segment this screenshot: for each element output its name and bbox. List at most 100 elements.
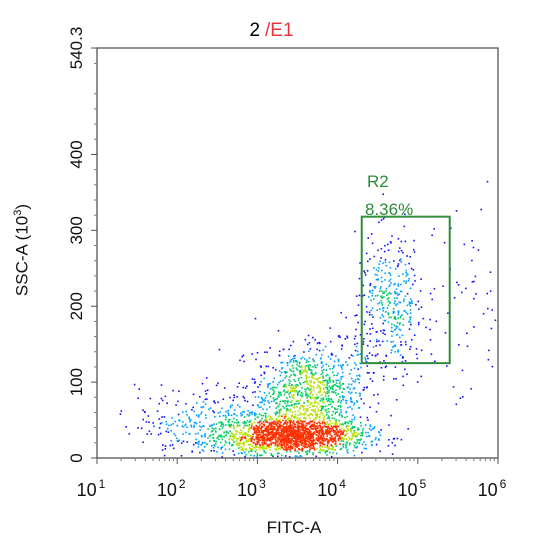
data-point [381, 297, 384, 299]
data-point [311, 441, 314, 443]
data-point [294, 410, 296, 413]
data-point [321, 405, 323, 408]
data-point [318, 391, 321, 394]
data-point [317, 437, 320, 439]
data-point [382, 193, 384, 195]
data-point [272, 367, 274, 369]
data-point [345, 445, 347, 447]
data-point [272, 386, 275, 389]
data-point [361, 433, 364, 435]
data-point [317, 434, 320, 437]
data-point [318, 349, 321, 352]
data-point [365, 252, 368, 255]
data-point [296, 444, 298, 447]
data-point [194, 421, 197, 424]
data-point [242, 425, 245, 428]
data-point [378, 431, 381, 434]
data-point [309, 414, 311, 416]
data-point [285, 375, 288, 377]
data-point [397, 317, 399, 319]
data-point [334, 443, 336, 445]
data-point [259, 401, 261, 404]
data-point [228, 438, 231, 440]
data-point [263, 441, 266, 444]
data-point [410, 338, 413, 341]
data-point [314, 411, 317, 413]
data-point [289, 410, 291, 413]
data-point [303, 416, 306, 419]
data-point [472, 246, 475, 249]
data-point [487, 307, 489, 310]
data-point [290, 414, 293, 417]
data-point [263, 445, 265, 448]
data-point [341, 375, 344, 378]
data-point [364, 357, 366, 359]
data-point [250, 454, 252, 457]
data-point [317, 436, 320, 438]
data-point [331, 427, 334, 429]
data-point [319, 358, 322, 360]
data-point [268, 392, 270, 394]
gate-r2-rectangle[interactable] [360, 215, 451, 365]
data-point [150, 433, 153, 435]
data-point [319, 438, 322, 440]
data-point [393, 297, 396, 299]
data-point [394, 282, 396, 285]
data-point [165, 423, 168, 425]
data-point [329, 400, 332, 403]
data-point [344, 422, 346, 425]
data-point [334, 420, 337, 422]
data-point [342, 396, 344, 399]
data-point [324, 432, 327, 435]
data-point [328, 432, 330, 435]
data-point [244, 424, 247, 427]
data-point [317, 408, 319, 411]
data-point [477, 249, 480, 251]
data-point [232, 399, 234, 402]
data-point [286, 400, 288, 402]
data-point [250, 438, 253, 441]
data-point [256, 437, 258, 439]
data-point [253, 378, 256, 381]
data-point [400, 344, 403, 346]
data-point [170, 440, 172, 442]
data-point [341, 383, 344, 385]
data-point [373, 427, 375, 430]
data-point [332, 446, 334, 449]
data-point [313, 397, 315, 399]
data-point [240, 448, 242, 451]
data-point [337, 372, 339, 375]
data-point [256, 456, 258, 458]
data-point [297, 392, 299, 395]
data-point [294, 354, 296, 357]
data-point [300, 376, 303, 379]
data-point [181, 425, 184, 427]
data-point [256, 454, 259, 457]
data-point [322, 383, 324, 385]
data-point [226, 431, 228, 434]
data-point [313, 387, 315, 389]
data-point [266, 444, 269, 446]
data-point [283, 384, 285, 386]
data-point [322, 406, 324, 409]
data-point [285, 410, 288, 412]
data-point [335, 432, 338, 434]
data-point [280, 454, 283, 457]
data-point [277, 415, 280, 418]
data-point [303, 437, 306, 440]
data-point [377, 249, 379, 252]
data-point [249, 435, 251, 437]
data-point [341, 416, 343, 418]
data-point [274, 436, 276, 439]
data-point [303, 433, 306, 435]
data-point [302, 413, 304, 415]
data-point [260, 431, 263, 434]
data-point [260, 414, 263, 417]
data-point [246, 424, 249, 427]
data-point [256, 352, 259, 354]
data-point [267, 439, 269, 441]
data-point [312, 452, 314, 454]
data-point [289, 421, 292, 423]
data-point [258, 430, 261, 432]
data-point [257, 396, 260, 398]
